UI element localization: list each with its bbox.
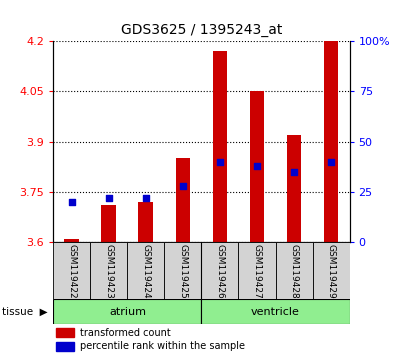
Bar bbox=[164, 242, 201, 299]
Point bbox=[180, 183, 186, 189]
Bar bbox=[276, 242, 312, 299]
Bar bbox=[56, 342, 74, 351]
Text: transformed count: transformed count bbox=[80, 328, 171, 338]
Text: GSM119424: GSM119424 bbox=[141, 244, 150, 299]
Text: tissue  ▶: tissue ▶ bbox=[2, 307, 48, 316]
Bar bbox=[312, 242, 350, 299]
Point bbox=[106, 195, 112, 201]
Point bbox=[69, 199, 75, 205]
Bar bbox=[201, 242, 239, 299]
Bar bbox=[56, 329, 74, 337]
Bar bbox=[139, 202, 153, 242]
Text: percentile rank within the sample: percentile rank within the sample bbox=[80, 342, 245, 352]
Bar bbox=[287, 135, 301, 242]
Bar bbox=[64, 239, 79, 242]
Text: GSM119422: GSM119422 bbox=[67, 244, 76, 299]
Bar bbox=[53, 299, 201, 324]
Point bbox=[328, 159, 334, 165]
Point bbox=[217, 159, 223, 165]
Bar bbox=[324, 41, 339, 242]
Bar bbox=[102, 206, 116, 242]
Bar bbox=[90, 242, 127, 299]
Title: GDS3625 / 1395243_at: GDS3625 / 1395243_at bbox=[121, 23, 282, 37]
Text: GSM119428: GSM119428 bbox=[290, 244, 299, 299]
Text: GSM119423: GSM119423 bbox=[104, 244, 113, 299]
Bar bbox=[127, 242, 164, 299]
Bar bbox=[250, 91, 264, 242]
Text: ventricle: ventricle bbox=[251, 307, 300, 316]
Text: GSM119427: GSM119427 bbox=[252, 244, 261, 299]
Bar bbox=[53, 242, 90, 299]
Text: atrium: atrium bbox=[109, 307, 146, 316]
Bar bbox=[213, 51, 228, 242]
Text: GSM119425: GSM119425 bbox=[179, 244, 188, 299]
Point bbox=[143, 195, 149, 201]
Text: GSM119426: GSM119426 bbox=[215, 244, 224, 299]
Bar bbox=[239, 242, 276, 299]
Point bbox=[254, 163, 260, 169]
Point bbox=[291, 169, 297, 175]
Text: GSM119429: GSM119429 bbox=[327, 244, 336, 299]
Bar bbox=[201, 299, 350, 324]
Bar bbox=[175, 159, 190, 242]
